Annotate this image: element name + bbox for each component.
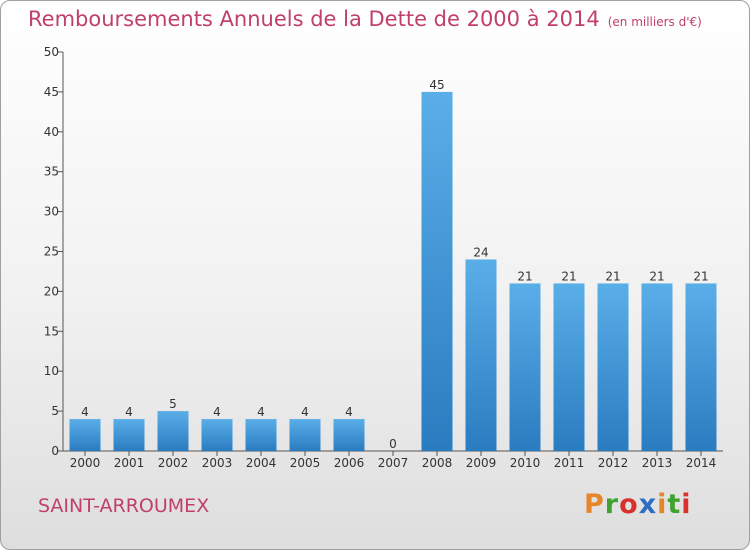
y-tick-label: 15	[44, 324, 59, 338]
bar-2010[interactable]	[509, 283, 541, 451]
y-tick-label: 5	[51, 404, 59, 418]
y-tick-label: 40	[44, 125, 59, 139]
bar-2004[interactable]	[245, 419, 277, 451]
x-tick-label: 2005	[290, 456, 321, 470]
bar-value-label: 21	[693, 269, 708, 283]
bar-value-label: 4	[257, 405, 265, 419]
bar-value-label: 0	[389, 437, 397, 451]
bar-value-label: 24	[473, 245, 488, 259]
x-axis: 2000 2001 2002 2003 2004 2005 2006 2007 2008 2009…	[63, 450, 723, 470]
y-tick-label: 10	[44, 364, 59, 378]
bar-2005[interactable]	[289, 419, 321, 451]
y-tick-label: 35	[44, 165, 59, 179]
x-tick-label: 2001	[114, 456, 145, 470]
bar-2011[interactable]	[553, 283, 585, 451]
bar-value-label: 21	[517, 269, 532, 283]
bar-value-label: 4	[81, 405, 89, 419]
x-tick-label: 2006	[334, 456, 365, 470]
y-axis: 0 5 10 15 20 25 30 35 40 45 50	[44, 45, 64, 458]
logo-letter: i	[681, 489, 692, 520]
y-tick-label: 0	[51, 444, 59, 458]
y-tick-label: 50	[44, 45, 59, 59]
bar-2013[interactable]	[641, 283, 673, 451]
bar-2003[interactable]	[201, 419, 233, 451]
logo-letter: o	[619, 489, 639, 520]
bar-2002[interactable]	[157, 411, 189, 451]
logo-letter: t	[667, 489, 682, 520]
x-tick-label: 2002	[158, 456, 189, 470]
x-tick-label: 2010	[510, 456, 541, 470]
chart-title-text: Remboursements Annuels de la Dette de 20…	[28, 7, 600, 31]
x-tick-label: 2014	[686, 456, 717, 470]
y-tick-label: 25	[44, 245, 59, 259]
bar-2006[interactable]	[333, 419, 365, 451]
chart-title: Remboursements Annuels de la Dette de 20…	[28, 7, 702, 31]
x-tick-label: 2009	[466, 456, 497, 470]
logo-letter: P	[584, 489, 605, 520]
y-tick-label: 20	[44, 284, 59, 298]
bar-2008[interactable]	[421, 91, 453, 452]
bar-value-label: 4	[213, 405, 221, 419]
x-tick-label: 2012	[598, 456, 629, 470]
bar-value-label: 5	[169, 397, 177, 411]
chart-unit: (en milliers d'€)	[607, 15, 702, 29]
x-tick-label: 2008	[422, 456, 453, 470]
logo-letter: r	[604, 489, 620, 520]
bar-2001[interactable]	[113, 419, 145, 451]
bar-value-label: 21	[649, 269, 664, 283]
x-tick-label: 2004	[246, 456, 277, 470]
town-name: SAINT-ARROUMEX	[38, 495, 210, 517]
y-tick-label: 45	[44, 85, 59, 99]
x-tick-label: 2007	[378, 456, 409, 470]
x-tick-label: 2013	[642, 456, 673, 470]
proxiti-logo[interactable]: Proxiti	[584, 489, 692, 520]
bar-value-label: 21	[561, 269, 576, 283]
bar-2012[interactable]	[597, 283, 629, 451]
x-tick-label: 2003	[202, 456, 233, 470]
x-tick-label: 2000	[70, 456, 101, 470]
logo-letter: x	[638, 489, 658, 520]
bar-value-label: 4	[125, 405, 133, 419]
x-tick-label: 2011	[554, 456, 585, 470]
bar-value-label: 4	[301, 405, 309, 419]
bar-value-label: 21	[605, 269, 620, 283]
y-tick-label: 30	[44, 205, 59, 219]
bar-2000[interactable]	[69, 419, 101, 451]
bar-2009[interactable]	[465, 259, 497, 451]
logo-letter: i	[657, 489, 668, 520]
bar-2014[interactable]	[685, 283, 717, 451]
bar-value-label: 4	[345, 405, 353, 419]
bar-value-label: 45	[429, 78, 444, 92]
